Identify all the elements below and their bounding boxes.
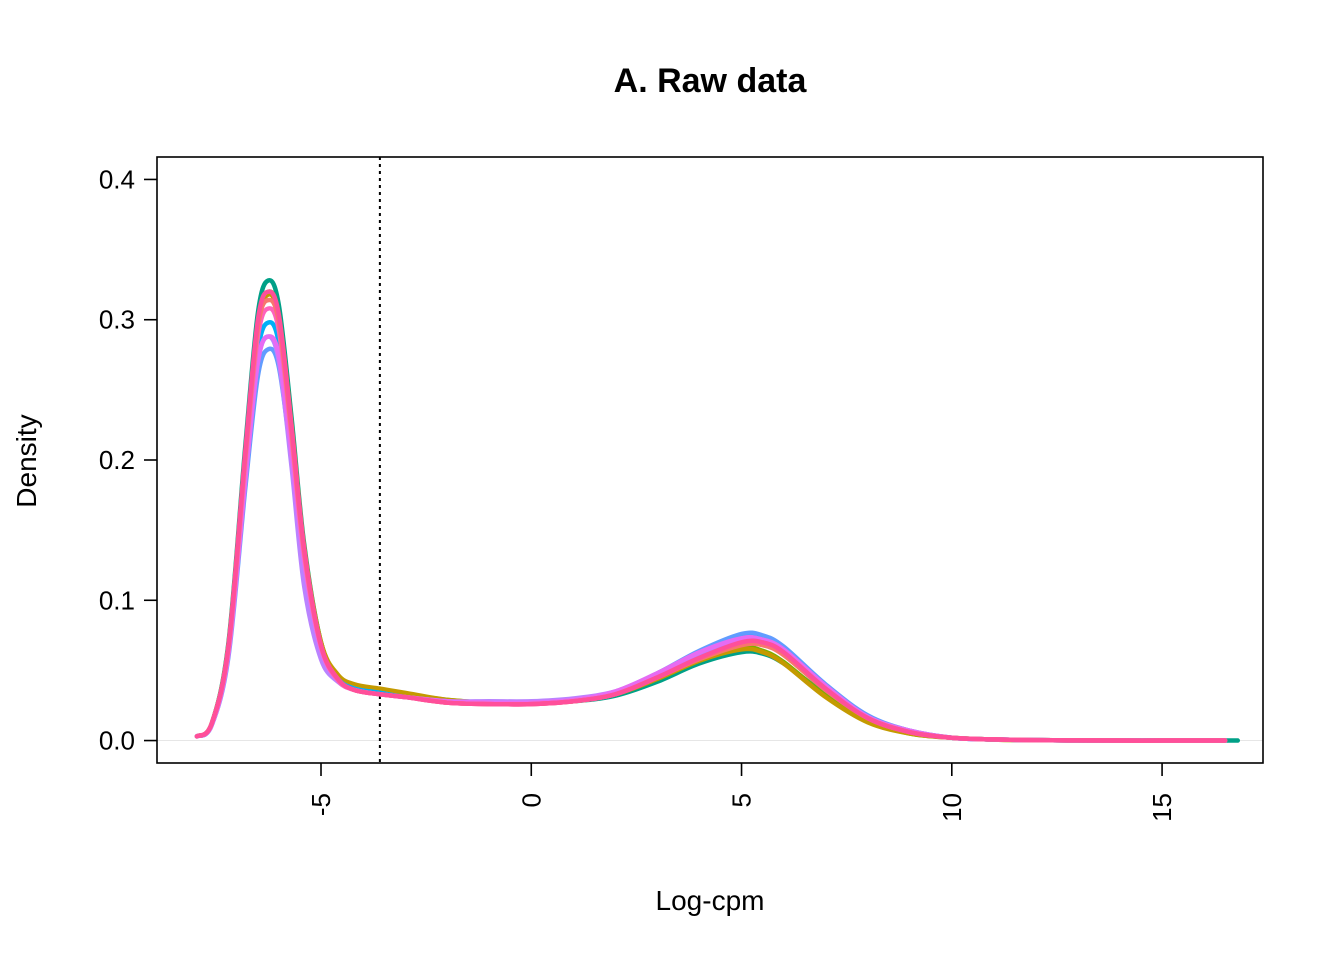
y-tick-label: 0.3 <box>99 305 135 335</box>
plot-area <box>157 157 1263 763</box>
density-line-sample-3 <box>194 292 1228 743</box>
y-tick-label: 0.1 <box>99 585 135 615</box>
y-tick-label: 0.4 <box>99 164 135 194</box>
y-tick-label: 0.0 <box>99 726 135 756</box>
x-tick-label: 10 <box>937 793 967 822</box>
density-line-sample-5 <box>194 320 1228 743</box>
chart-title: A. Raw data <box>614 62 808 100</box>
density-line-sample-8 <box>194 306 1228 743</box>
density-line-sample-7 <box>194 334 1228 743</box>
density-line-sample-9 <box>194 297 1228 743</box>
y-axis: 0.0 0.1 0.2 0.3 0.4 <box>99 164 157 756</box>
density-line-sample-1 <box>194 278 1241 743</box>
x-tick-label: 0 <box>516 793 546 807</box>
plot-frame <box>156 156 1264 764</box>
x-axis: -5 0 5 10 15 <box>306 763 1177 822</box>
x-tick-label: 5 <box>727 793 757 807</box>
density-line-sample-6 <box>194 334 1228 743</box>
x-axis-label: Log-cpm <box>656 885 765 916</box>
density-line-sample-10 <box>194 289 1228 743</box>
x-tick-label: 15 <box>1147 793 1177 822</box>
x-tick-label: -5 <box>306 793 336 816</box>
y-axis-label: Density <box>11 414 42 507</box>
y-tick-label: 0.2 <box>99 445 135 475</box>
density-line-sample-2 <box>194 289 1228 743</box>
